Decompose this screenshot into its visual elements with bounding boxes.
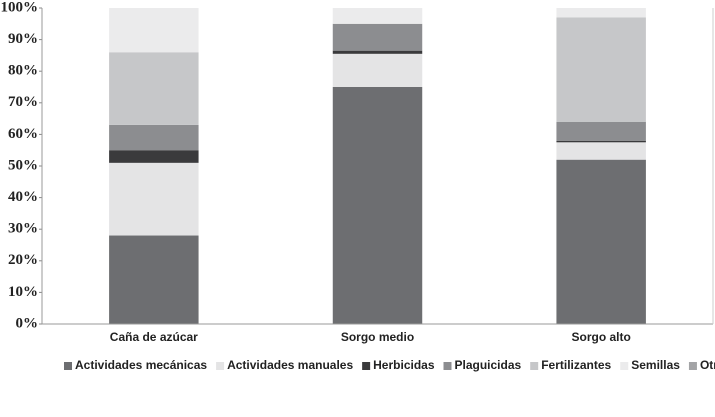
bar-segment (556, 159, 646, 324)
legend-label: Semillas (631, 358, 680, 372)
y-tick-label: 30% (8, 221, 38, 237)
bar-segment (109, 8, 199, 53)
legend-label: Fertilizantes (541, 358, 611, 372)
legend-label: Otros (700, 358, 715, 372)
bar-segment (332, 53, 423, 87)
legend-swatch (216, 362, 225, 370)
legend-swatch (688, 362, 697, 370)
y-tick-label: 100% (1, 0, 39, 15)
legend-label: Actividades mecánicas (75, 358, 207, 372)
legend-label: Actividades manuales (227, 358, 353, 372)
y-tick-label: 10% (8, 284, 38, 300)
bar-segment (556, 8, 646, 18)
legend-swatch (443, 362, 452, 370)
legend-swatch (620, 362, 629, 370)
bar-segment (109, 124, 199, 151)
legend-label: Herbicidas (373, 358, 435, 372)
bar-segment (109, 52, 199, 125)
y-tick-label: 70% (8, 94, 38, 110)
bar-segment (109, 235, 199, 324)
legend-swatch (530, 362, 539, 370)
bar-segment (556, 142, 646, 160)
bar-segment (109, 150, 199, 163)
y-tick-label: 80% (8, 63, 38, 79)
bar-segment (332, 23, 423, 51)
legend-swatch (362, 362, 371, 370)
x-tick-label: Sorgo alto (571, 330, 630, 344)
y-tick-label: 60% (8, 126, 38, 142)
legend-label: Plaguicidas (455, 358, 522, 372)
legend-swatch (64, 362, 72, 370)
bar-segment (109, 162, 199, 236)
y-tick-label: 0% (16, 315, 39, 331)
y-tick-label: 90% (8, 31, 38, 47)
bar-segment (556, 17, 646, 122)
bar-segment (332, 50, 423, 54)
bar-segment (556, 121, 646, 141)
y-tick-label: 40% (8, 189, 38, 205)
bar-segment (556, 140, 646, 143)
x-tick-label: Sorgo medio (341, 330, 414, 344)
bar-segment (332, 8, 423, 24)
y-tick-label: 20% (8, 252, 38, 268)
y-tick-label: 50% (8, 157, 38, 173)
x-tick-label: Caña de azúcar (110, 330, 198, 344)
bar-segment (332, 87, 423, 324)
